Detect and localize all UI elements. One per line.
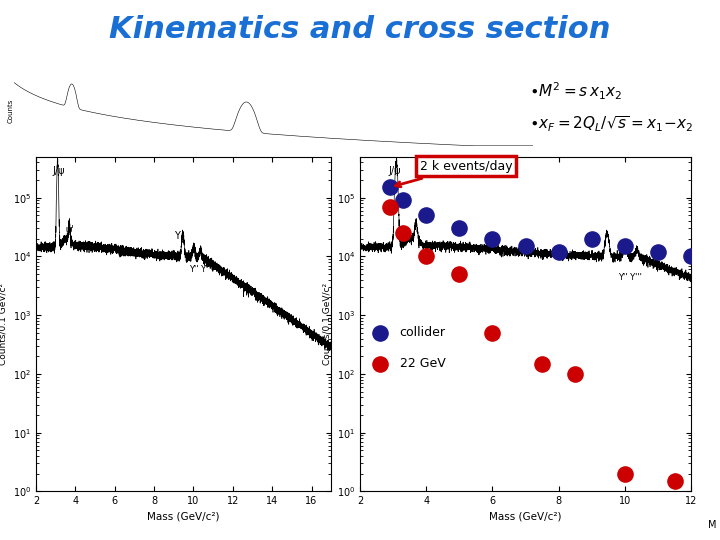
Point bbox=[619, 469, 631, 478]
Text: Υ: Υ bbox=[592, 238, 598, 248]
Point bbox=[397, 196, 409, 205]
Point bbox=[487, 328, 498, 337]
Text: Kinematics and cross section: Kinematics and cross section bbox=[109, 15, 611, 44]
Point bbox=[454, 224, 465, 233]
Point bbox=[487, 234, 498, 243]
Text: Υ: Υ bbox=[174, 231, 179, 241]
Y-axis label: Counts/0.1 GeV/c²: Counts/0.1 GeV/c² bbox=[322, 283, 331, 365]
Text: J/ψ: J/ψ bbox=[388, 166, 400, 176]
Point bbox=[669, 477, 680, 485]
Point bbox=[374, 328, 386, 337]
Point bbox=[586, 234, 598, 243]
Text: 22 GeV: 22 GeV bbox=[400, 357, 446, 370]
Point bbox=[374, 359, 386, 368]
Point bbox=[553, 247, 564, 256]
Text: Counts: Counts bbox=[7, 98, 13, 123]
Text: ψ': ψ' bbox=[66, 225, 74, 235]
Y-axis label: Counts/0.1 GeV/c²: Counts/0.1 GeV/c² bbox=[0, 283, 7, 365]
Text: M (GeV/c²): M (GeV/c²) bbox=[708, 520, 720, 530]
X-axis label: Mass (GeV/c²): Mass (GeV/c²) bbox=[148, 512, 220, 522]
Text: J/ψ: J/ψ bbox=[53, 166, 66, 176]
Point bbox=[570, 369, 581, 378]
Text: $\bullet M^2 = s\, x_1 x_2$: $\bullet M^2 = s\, x_1 x_2$ bbox=[529, 80, 623, 102]
Point bbox=[520, 242, 531, 251]
X-axis label: Mass (GeV/c²): Mass (GeV/c²) bbox=[490, 512, 562, 522]
Text: Υ'' Υ''': Υ'' Υ''' bbox=[618, 273, 642, 282]
Text: collider: collider bbox=[400, 326, 446, 339]
Text: 2 k events/day: 2 k events/day bbox=[395, 160, 512, 187]
Text: Υ'' Υ''': Υ'' Υ''' bbox=[189, 265, 213, 274]
Point bbox=[420, 252, 432, 261]
Point bbox=[384, 202, 395, 211]
Point bbox=[454, 270, 465, 279]
Point bbox=[685, 252, 697, 261]
Point bbox=[420, 211, 432, 220]
Point bbox=[397, 229, 409, 238]
Point bbox=[384, 183, 395, 192]
Text: $\bullet x_F = 2Q_L/\sqrt{s} = x_1\!-\!x_2$: $\bullet x_F = 2Q_L/\sqrt{s} = x_1\!-\!x… bbox=[529, 115, 693, 134]
Point bbox=[536, 359, 548, 368]
Point bbox=[619, 242, 631, 251]
Point bbox=[652, 247, 664, 256]
